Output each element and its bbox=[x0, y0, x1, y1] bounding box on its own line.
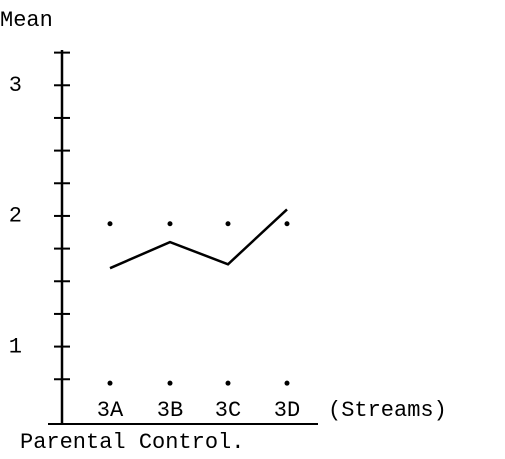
line bbox=[109, 208, 288, 270]
x-axis-label: (Streams) bbox=[328, 398, 447, 423]
y-axis-label: Mean bbox=[0, 8, 53, 33]
dot bbox=[284, 221, 290, 227]
dot bbox=[107, 221, 113, 227]
chart-title: Parental Control. bbox=[20, 430, 244, 455]
dot bbox=[225, 221, 231, 227]
x-tick-label: 3C bbox=[215, 398, 241, 423]
x-tick-label: 3A bbox=[97, 398, 124, 423]
dot bbox=[284, 380, 290, 386]
y-tick-label: 3 bbox=[9, 73, 22, 98]
dot bbox=[167, 380, 173, 386]
x-tick-label: 3B bbox=[157, 398, 183, 423]
dot bbox=[167, 221, 173, 227]
dot bbox=[107, 380, 113, 386]
y-tick-label: 2 bbox=[9, 204, 22, 229]
x-tick-label: 3D bbox=[274, 398, 300, 423]
y-tick-label: 1 bbox=[9, 334, 22, 359]
dot bbox=[225, 380, 231, 386]
